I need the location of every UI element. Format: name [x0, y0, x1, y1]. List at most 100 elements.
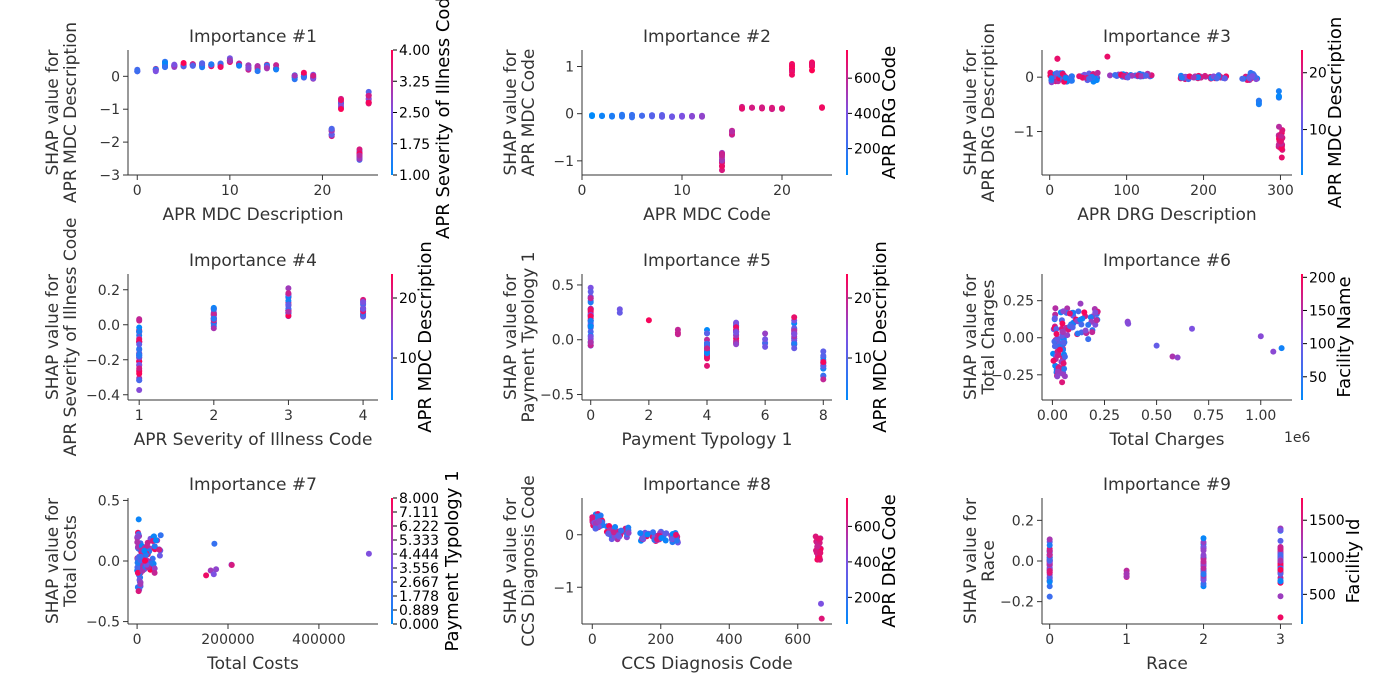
y-tick-label: −1 — [99, 102, 120, 118]
data-point — [134, 533, 141, 540]
colorbar-tick-label: 1.00 — [399, 168, 430, 184]
data-point — [356, 152, 363, 159]
data-point — [612, 524, 619, 530]
y-tick-label: 0 — [111, 69, 120, 85]
colorbar-gradient — [1301, 50, 1303, 175]
data-point — [1054, 373, 1061, 380]
x-tick-label: 4 — [703, 408, 712, 424]
x-tick-label: 3 — [1276, 632, 1285, 648]
data-point — [210, 571, 217, 578]
data-point — [1046, 536, 1053, 543]
y-tick-label: 0.0 — [98, 318, 120, 334]
data-point — [658, 535, 665, 541]
data-point — [285, 301, 292, 308]
data-point — [137, 553, 144, 560]
data-point — [1277, 614, 1284, 621]
data-point — [704, 345, 710, 352]
data-point — [1074, 330, 1081, 337]
colorbar-tick-label: 50 — [1309, 370, 1327, 386]
data-point — [1046, 557, 1053, 563]
scatter-points — [1047, 53, 1286, 161]
panel-1: 0 10 20 −3 −2 −1 0 Importance #1 APR MDC Descrip… — [43, 0, 454, 239]
data-point — [789, 63, 795, 70]
data-point — [1054, 368, 1061, 375]
data-point — [820, 363, 827, 370]
data-point — [1054, 55, 1061, 62]
chart-title: Importance #5 — [643, 251, 771, 271]
data-point — [210, 305, 217, 312]
x-tick-label: 20 — [773, 183, 791, 199]
data-point — [236, 62, 243, 69]
data-point — [759, 104, 765, 111]
x-axis-label: APR DRG Description — [1077, 205, 1256, 225]
data-point — [1087, 314, 1094, 321]
data-point — [1092, 309, 1099, 316]
data-point — [1174, 354, 1181, 361]
data-point — [1278, 154, 1285, 161]
data-point — [1275, 88, 1282, 95]
y-axis-label: Payment Typology 1 — [519, 251, 539, 422]
y-axis-label: SHAP value for — [501, 49, 521, 175]
data-point — [1200, 558, 1207, 565]
y-axis-label: SHAP value for — [43, 498, 63, 624]
data-point — [1085, 321, 1092, 328]
data-point — [1068, 77, 1075, 84]
y-tick-label: 0.2 — [98, 283, 120, 299]
data-point — [1277, 527, 1284, 534]
colorbar-tick-label: 10 — [1309, 123, 1327, 139]
chart-title: Importance #6 — [1103, 251, 1231, 271]
colorbar-label: APR Severity of Illness Code — [433, 0, 454, 239]
data-point — [1200, 571, 1207, 578]
data-point — [208, 61, 215, 68]
colorbar-tick-label: 150 — [1309, 303, 1336, 319]
chart-title: Importance #7 — [189, 475, 317, 495]
data-point — [1076, 73, 1083, 80]
colorbar-tick-label: 7.111 — [399, 505, 439, 521]
data-point — [1051, 343, 1058, 350]
x-tick-label: 0 — [133, 183, 142, 199]
data-point — [1124, 74, 1131, 81]
y-tick-label: −0.4 — [86, 388, 120, 404]
x-tick-label: 0 — [586, 408, 595, 424]
data-point — [668, 536, 675, 543]
colorbar-tick-label: 20 — [1309, 66, 1327, 82]
data-point — [180, 60, 187, 66]
x-tick-label: 8 — [819, 408, 828, 424]
data-point — [1277, 578, 1284, 585]
data-point — [610, 529, 617, 536]
colorbar-gradient — [391, 498, 393, 624]
colorbar-tick-label: 5.333 — [399, 533, 439, 549]
data-point — [211, 540, 218, 547]
data-point — [136, 317, 143, 324]
scatter-points — [134, 516, 372, 595]
data-point — [1081, 309, 1088, 316]
data-point — [1255, 101, 1262, 108]
data-point — [592, 525, 599, 532]
data-point — [817, 549, 824, 556]
x-tick-label: 2 — [644, 408, 653, 424]
y-tick-label: 0.00 — [1003, 331, 1034, 347]
y-axis-label: SHAP value for — [961, 274, 981, 400]
colorbar-label: Facility Name — [1334, 276, 1355, 397]
y-tick-label: 0.5 — [552, 278, 574, 294]
colorbar-tick-label: 3.556 — [399, 561, 439, 577]
y-axis-label: CCS Diagnosis Code — [519, 475, 539, 647]
chart-title: Importance #1 — [189, 27, 317, 47]
data-point — [1064, 332, 1071, 339]
data-point — [589, 112, 595, 119]
data-point — [818, 600, 824, 607]
data-point — [1270, 348, 1277, 355]
data-point — [614, 532, 621, 539]
data-point — [1202, 72, 1208, 79]
panel-8: 0 200 400 600 −1 0 Importance #8 CCS Diagnosis … — [501, 475, 900, 674]
data-point — [639, 535, 646, 542]
data-point — [769, 104, 775, 111]
data-point — [587, 333, 594, 340]
colorbar-gradient — [391, 50, 393, 175]
data-point — [263, 65, 270, 72]
data-point — [291, 72, 298, 79]
y-tick-label: −2 — [99, 135, 120, 151]
y-axis-label: SHAP value for — [961, 498, 981, 624]
data-point — [136, 370, 143, 377]
